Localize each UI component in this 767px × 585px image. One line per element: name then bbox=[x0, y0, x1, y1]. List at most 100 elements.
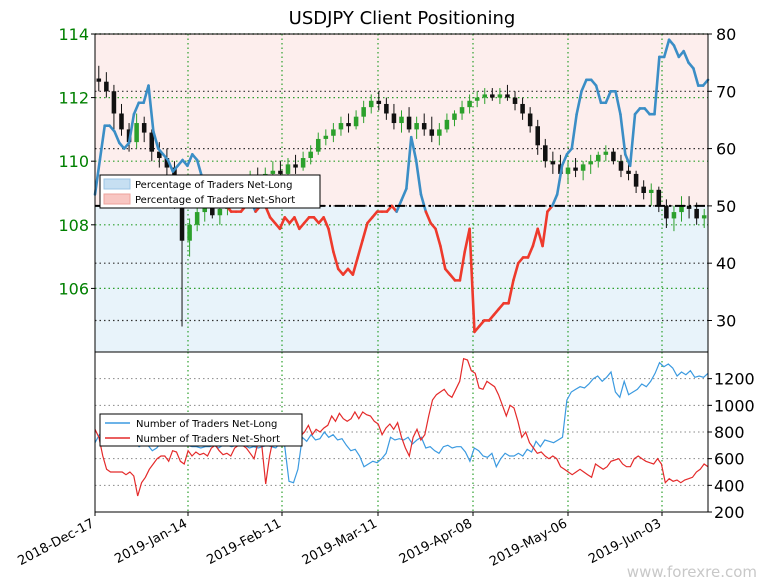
date-tick-label: 2019-Apr-08 bbox=[397, 516, 475, 567]
count-tick-label: 600 bbox=[714, 450, 745, 469]
left-tick-label: 112 bbox=[58, 89, 89, 108]
candle-body bbox=[368, 100, 374, 108]
watermark: www.forexre.com bbox=[626, 563, 757, 581]
candle-body bbox=[157, 151, 162, 159]
legend-swatch-net-long bbox=[103, 178, 131, 190]
candle-body bbox=[611, 151, 616, 162]
net-long-pct-segment bbox=[594, 84, 603, 105]
candle-body bbox=[217, 208, 223, 216]
candle-body bbox=[701, 215, 707, 219]
candle-body bbox=[179, 196, 185, 241]
candle-body bbox=[285, 164, 291, 174]
upper-legend-box bbox=[99, 174, 321, 209]
left-tick-label: 106 bbox=[58, 279, 89, 298]
candle-body bbox=[573, 167, 578, 171]
net-long-pct-segment bbox=[580, 78, 588, 93]
right-tick-label: 70 bbox=[716, 82, 736, 101]
candle-body bbox=[505, 94, 510, 98]
candle-body bbox=[429, 129, 435, 136]
net-long-zone bbox=[95, 205, 708, 352]
right-tick-label: 30 bbox=[716, 311, 736, 330]
net-long-pct-segment bbox=[628, 112, 637, 168]
net-long-pct-segment bbox=[361, 221, 369, 242]
net-long-pct-segment bbox=[93, 158, 102, 196]
candle-body bbox=[391, 113, 397, 124]
candle-body bbox=[543, 145, 548, 162]
candle-body bbox=[141, 123, 147, 133]
net-long-pct-segment bbox=[322, 216, 330, 231]
net-long-pct-segment bbox=[662, 38, 671, 59]
right-tick-label: 40 bbox=[716, 254, 736, 273]
net-long-pct-segment bbox=[468, 227, 476, 334]
candle-body bbox=[338, 123, 344, 130]
candle-body bbox=[421, 123, 427, 130]
candle-body bbox=[459, 107, 465, 114]
candle-body bbox=[490, 94, 495, 98]
candle-body bbox=[444, 119, 450, 130]
legend-label-count-long: Number of Traders Net-Long bbox=[136, 419, 277, 430]
date-tick-label: 2018-Dec-17 bbox=[16, 516, 97, 569]
chart-title: USDJPY Client Positioning bbox=[289, 8, 516, 29]
date-tick-label: 2019-Mar-11 bbox=[300, 516, 380, 568]
candle-body bbox=[406, 116, 412, 130]
candle-body bbox=[293, 164, 298, 168]
candle-body bbox=[361, 107, 366, 117]
candle-body bbox=[467, 100, 472, 108]
candle-body bbox=[512, 97, 518, 104]
count-tick-label: 1200 bbox=[714, 370, 755, 389]
net-long-pct-segment bbox=[458, 250, 467, 282]
candle-body bbox=[323, 135, 329, 139]
candle-body bbox=[278, 170, 283, 174]
candle-body bbox=[104, 81, 109, 92]
net-long-pct-segment bbox=[570, 112, 578, 150]
legend-label-count-short: Number of Traders Net-Short bbox=[136, 434, 280, 445]
candle-body bbox=[134, 123, 139, 143]
lower-panel-axes: 200 400 600 800 1000 1200 bbox=[94, 351, 755, 522]
net-long-pct-segment bbox=[132, 101, 141, 116]
right-tick-label: 50 bbox=[716, 197, 736, 216]
legend-label-net-long: Percentage of Traders Net-Long bbox=[135, 180, 293, 191]
candle-body bbox=[210, 205, 215, 216]
date-tick-label: 2019-Jun-03 bbox=[586, 516, 664, 567]
net-long-pct-segment bbox=[434, 227, 442, 248]
candle-body bbox=[452, 113, 457, 120]
net-long-pct-segment bbox=[512, 261, 520, 282]
candle-body bbox=[376, 100, 382, 104]
candle-body bbox=[618, 161, 624, 171]
candle-body bbox=[633, 173, 639, 187]
candle-body bbox=[399, 116, 404, 124]
legend-label-net-short: Percentage of Traders Net-Short bbox=[135, 195, 295, 206]
date-tick-label: 2019-Jan-14 bbox=[112, 516, 189, 567]
candle-body bbox=[331, 129, 336, 136]
candle-body bbox=[565, 167, 571, 174]
net-long-pct-segment bbox=[166, 158, 175, 173]
net-long-pct-segment bbox=[356, 238, 364, 259]
lower-legend: Number of Traders Net-Long Number of Trad… bbox=[99, 413, 303, 447]
left-tick-label: 110 bbox=[58, 152, 89, 171]
net-long-pct-segment bbox=[400, 187, 408, 202]
net-long-pct-segment bbox=[604, 89, 612, 105]
net-long-pct-segment bbox=[619, 112, 627, 156]
net-long-pct-segment bbox=[147, 84, 155, 133]
net-long-pct-segment bbox=[439, 244, 447, 271]
candle-body bbox=[527, 113, 533, 127]
candle-body bbox=[535, 126, 540, 146]
net-long-pct-segment bbox=[327, 227, 335, 254]
net-long-pct-segment bbox=[560, 153, 569, 168]
candle-body bbox=[194, 212, 200, 225]
candle-body bbox=[550, 161, 556, 165]
net-long-pct-segment bbox=[507, 279, 515, 305]
date-tick-label: 2019-May-06 bbox=[487, 516, 570, 569]
count-tick-label: 400 bbox=[714, 476, 745, 495]
left-tick-label: 114 bbox=[58, 25, 89, 44]
net-long-pct-segment bbox=[526, 244, 535, 259]
candle-body bbox=[474, 97, 480, 101]
left-tick-label: 108 bbox=[58, 216, 89, 235]
net-long-pct-segment bbox=[351, 256, 360, 276]
candle-body bbox=[414, 123, 419, 130]
candle-body bbox=[111, 91, 117, 114]
net-long-pct-segment bbox=[672, 44, 681, 59]
candle-body bbox=[164, 158, 170, 168]
candle-body bbox=[202, 205, 208, 213]
